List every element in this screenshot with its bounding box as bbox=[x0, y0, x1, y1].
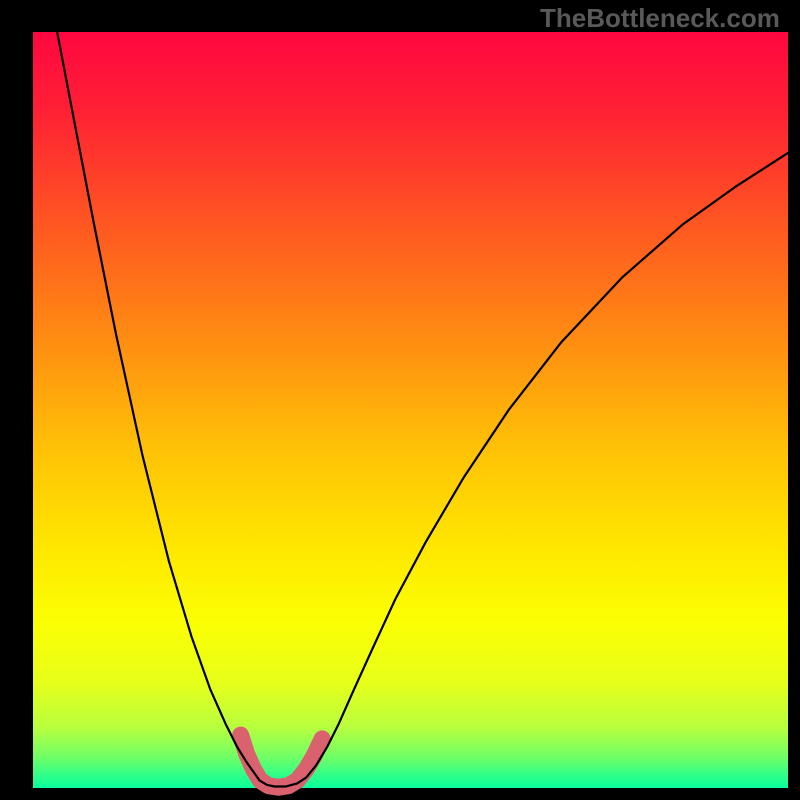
bottleneck-curve-plot bbox=[0, 0, 800, 800]
plot-background bbox=[33, 32, 788, 788]
watermark-text: TheBottleneck.com bbox=[540, 3, 780, 34]
